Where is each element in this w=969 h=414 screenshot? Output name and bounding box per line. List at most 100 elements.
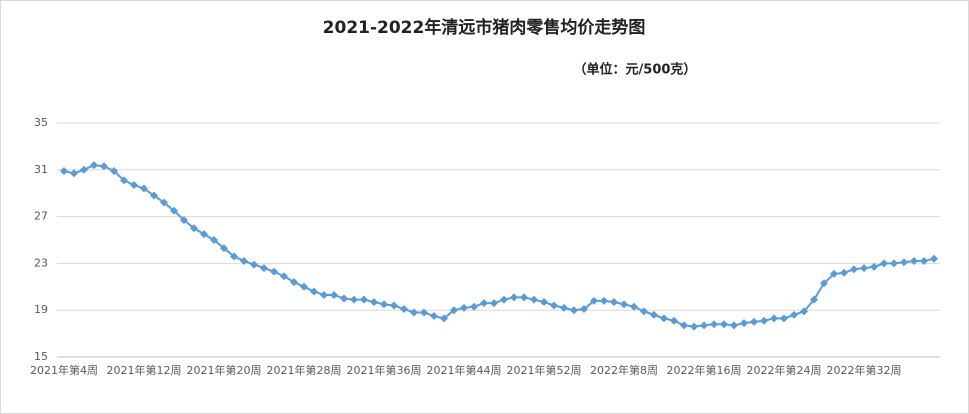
x-tick-label: 2021年第12周 (107, 363, 182, 377)
x-tick-label: 2021年第4周 (30, 363, 98, 377)
data-point (810, 295, 818, 304)
data-point (710, 320, 718, 329)
data-point (470, 302, 478, 311)
data-point (390, 301, 398, 310)
data-point (540, 298, 548, 307)
data-point (580, 305, 588, 314)
data-point (780, 314, 788, 323)
data-point (830, 269, 838, 278)
data-point (600, 296, 608, 305)
data-point (150, 191, 158, 200)
data-point (590, 296, 598, 305)
x-tick-label: 2022年第16周 (667, 363, 742, 377)
data-point (100, 162, 108, 171)
data-point (790, 310, 798, 319)
data-point (380, 300, 388, 309)
data-point (870, 262, 878, 271)
data-point (120, 176, 128, 185)
data-point (140, 184, 148, 193)
data-point (860, 264, 868, 273)
series-line (63, 164, 935, 328)
data-point (930, 254, 938, 263)
data-point (360, 295, 368, 304)
data-point (610, 298, 618, 307)
data-point (270, 267, 278, 276)
chart-title: 2021-2022年清远市猪肉零售均价走势图 (323, 17, 646, 38)
data-point (510, 293, 518, 302)
data-point (240, 257, 248, 266)
data-point (310, 287, 318, 296)
data-point (330, 290, 338, 299)
data-point (160, 198, 168, 207)
x-tick-label: 2021年第20周 (187, 363, 262, 377)
data-point (250, 260, 258, 269)
data-point (730, 321, 738, 330)
data-point (720, 320, 728, 329)
data-point (690, 322, 698, 331)
data-point (320, 290, 328, 299)
data-point (450, 306, 458, 315)
x-tick-label: 2021年第28周 (267, 363, 342, 377)
data-point (750, 317, 758, 326)
x-tick-label: 2021年第44周 (427, 363, 502, 377)
y-tick-label: 31 (34, 163, 48, 176)
data-point (660, 314, 668, 323)
data-point (280, 272, 288, 281)
data-point (180, 216, 188, 225)
data-point (230, 252, 238, 261)
data-point (850, 265, 858, 274)
data-point (910, 257, 918, 266)
data-point (630, 302, 638, 311)
x-tick-label: 2022年第8周 (590, 363, 658, 377)
data-point (350, 295, 358, 304)
data-point (520, 293, 528, 302)
data-point (70, 169, 78, 178)
data-point (740, 319, 748, 328)
x-tick-label: 2022年第32周 (827, 363, 902, 377)
x-tick-label: 2022年第24周 (747, 363, 822, 377)
data-point (260, 264, 268, 273)
data-point (530, 295, 538, 304)
data-point (840, 268, 848, 277)
data-point (800, 307, 808, 316)
data-point (90, 161, 98, 170)
y-tick-label: 27 (34, 210, 48, 223)
data-point (400, 305, 408, 314)
x-tick-label: 2021年第36周 (347, 363, 422, 377)
data-point (820, 279, 828, 288)
data-point (200, 230, 208, 239)
data-point (700, 321, 708, 330)
x-tick-label: 2021年第52周 (507, 363, 582, 377)
data-point (670, 316, 678, 325)
data-point (650, 310, 658, 319)
data-point (80, 165, 88, 174)
data-point (480, 299, 488, 308)
data-point (560, 303, 568, 312)
data-point (680, 321, 688, 330)
data-point (190, 224, 198, 233)
data-point (130, 181, 138, 190)
data-point (220, 244, 228, 253)
data-point (760, 316, 768, 325)
data-point (770, 314, 778, 323)
data-point (880, 259, 888, 268)
data-point (460, 303, 468, 312)
data-point (920, 257, 928, 266)
data-point (110, 166, 118, 175)
data-point (410, 308, 418, 317)
data-point (420, 308, 428, 317)
data-point (370, 298, 378, 307)
data-point (430, 312, 438, 321)
data-point (570, 306, 578, 315)
data-point (550, 301, 558, 310)
data-point (60, 166, 68, 175)
y-tick-label: 19 (34, 303, 48, 316)
data-point (500, 295, 508, 304)
y-tick-label: 15 (34, 350, 48, 363)
data-point (620, 300, 628, 309)
y-tick-label: 35 (34, 116, 48, 129)
data-point (170, 206, 178, 215)
data-point (210, 236, 218, 244)
